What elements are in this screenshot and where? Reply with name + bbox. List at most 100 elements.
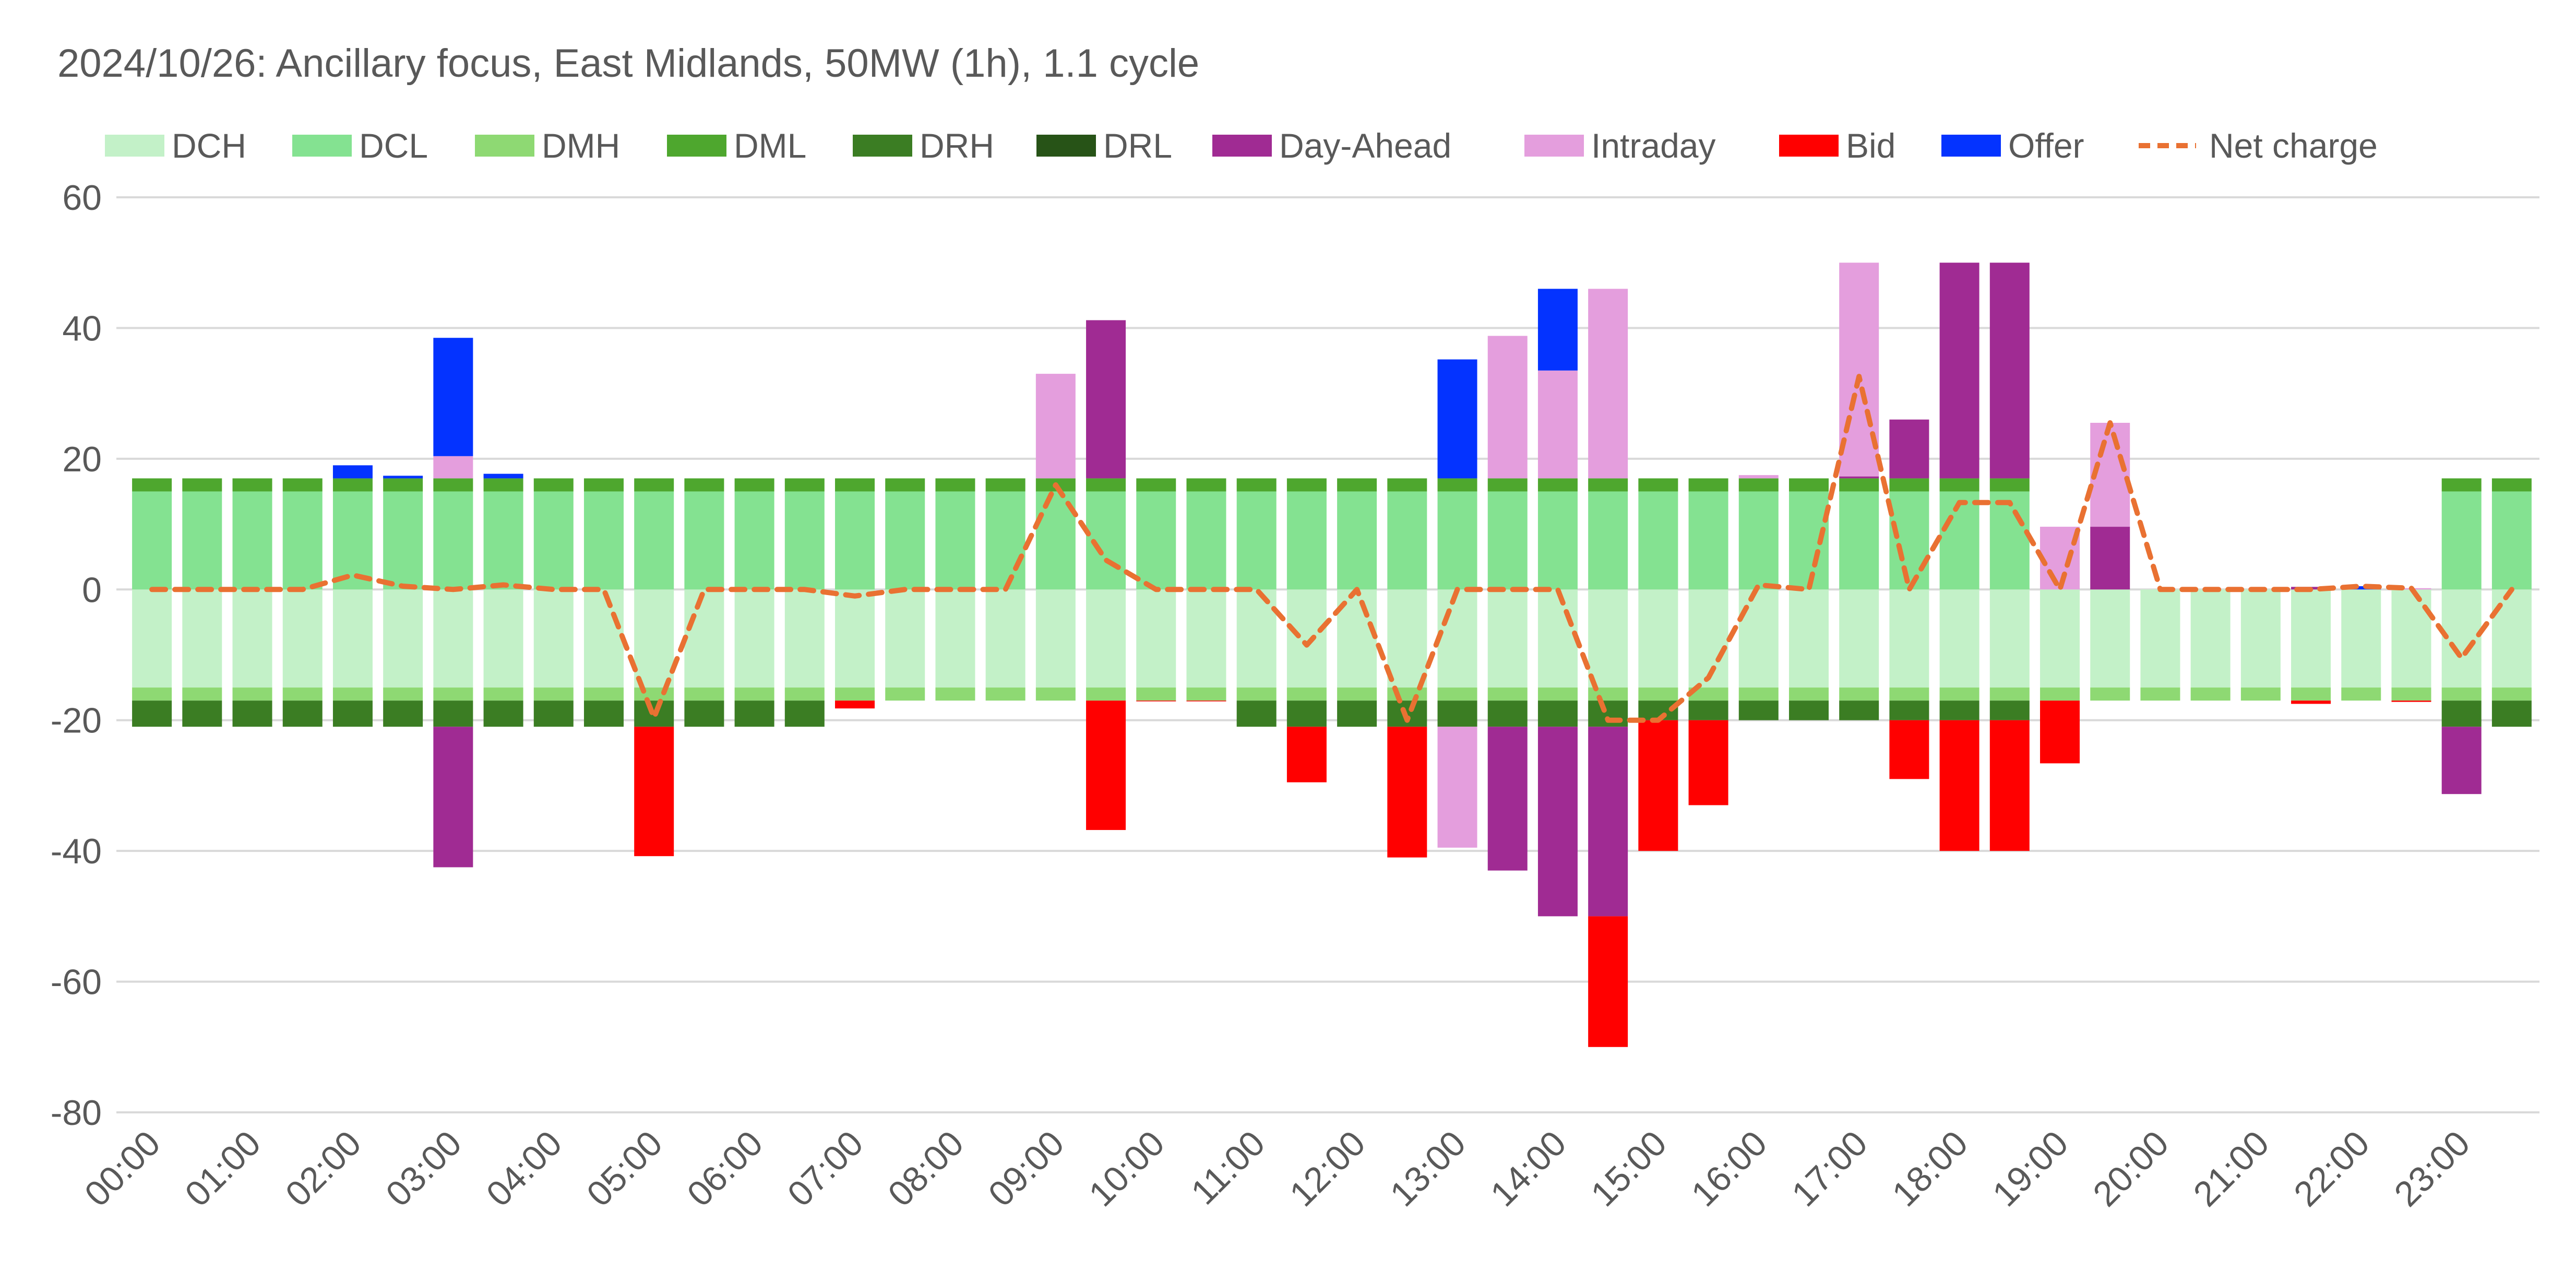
bar-drh xyxy=(583,701,624,727)
bar-dch xyxy=(282,589,323,688)
bar-bid xyxy=(835,701,875,709)
bar-dcl xyxy=(332,491,373,590)
bar-drh xyxy=(2441,701,2482,727)
bar-dcl xyxy=(1688,491,1728,590)
bar-day-ahead xyxy=(1889,419,1929,479)
bar-dch xyxy=(1387,589,1427,688)
bar-day-ahead xyxy=(1839,476,1879,479)
bar-dcl xyxy=(1989,491,2030,590)
y-tick-label: -60 xyxy=(51,963,102,1002)
bar-dch xyxy=(2240,589,2281,688)
bar-dch xyxy=(985,589,1025,688)
bar-bid xyxy=(2391,701,2431,702)
bar-drh xyxy=(433,701,473,727)
bar-dml xyxy=(2441,478,2482,492)
chart-title: 2024/10/26: Ancillary focus, East Midlan… xyxy=(57,41,1200,86)
bar-dcl xyxy=(2441,491,2482,590)
bar-dch xyxy=(1738,589,1779,688)
bar-dmh xyxy=(1437,687,1477,701)
bar-dmh xyxy=(985,687,1025,701)
bar-dml xyxy=(232,478,272,492)
bar-dmh xyxy=(1286,687,1327,701)
bar-dmh xyxy=(1136,687,1176,701)
bar-dch xyxy=(1638,589,1678,688)
bar-dch xyxy=(1839,589,1879,688)
bar-bid xyxy=(634,727,674,857)
bar-dmh xyxy=(2291,687,2331,701)
bar-day-ahead xyxy=(1086,320,1126,479)
bar-dml xyxy=(1086,478,1126,492)
bar-drh xyxy=(1839,701,1879,720)
bar-dcl xyxy=(2491,491,2532,590)
bar-dml xyxy=(182,478,222,492)
net-charge-line-path xyxy=(149,374,2514,723)
bar-dch xyxy=(1889,589,1929,688)
legend-label: Day-Ahead xyxy=(1279,126,1451,165)
x-tick-label: 01:00 xyxy=(177,1123,268,1214)
bar-dch xyxy=(1788,589,1829,688)
bar-day-ahead xyxy=(1989,263,2030,479)
x-tick-label: 19:00 xyxy=(1985,1123,2076,1214)
bar-dcl xyxy=(1487,491,1528,590)
bar-dch xyxy=(784,589,825,688)
x-tick-label: 05:00 xyxy=(579,1123,670,1214)
x-tick-label: 21:00 xyxy=(2186,1123,2276,1214)
bar-dcl xyxy=(1337,491,1377,590)
bar-dcl xyxy=(684,491,724,590)
legend-item-dch: DCH xyxy=(105,126,246,165)
bar-dch xyxy=(1086,589,1126,688)
bar-dml xyxy=(1487,478,1528,492)
bar-drh xyxy=(1738,701,1779,720)
bar-bid xyxy=(1889,720,1929,779)
legend-swatch xyxy=(1779,135,1839,157)
bar-dmh xyxy=(784,687,825,701)
bar-drh xyxy=(332,701,373,727)
legend-swatch xyxy=(1524,135,1584,157)
bar-dml xyxy=(1989,478,2030,492)
net-charge-line xyxy=(149,374,2514,723)
bar-dmh xyxy=(2341,687,2381,701)
bar-dml xyxy=(1236,478,1277,492)
bar-dmh xyxy=(734,687,774,701)
bar-dml xyxy=(1638,478,1678,492)
bar-intraday xyxy=(1437,727,1477,848)
bar-dch xyxy=(1286,589,1327,688)
x-tick-label: 17:00 xyxy=(1784,1123,1875,1214)
bar-dch xyxy=(935,589,975,688)
bar-dch xyxy=(132,589,172,688)
bar-drh xyxy=(784,701,825,727)
bar-day-ahead xyxy=(2441,727,2482,794)
bar-dmh xyxy=(2441,687,2482,701)
bar-dcl xyxy=(433,491,473,590)
bar-dmh xyxy=(282,687,323,701)
bar-intraday xyxy=(1738,475,1779,479)
bar-offer xyxy=(483,473,523,479)
bar-offer xyxy=(383,476,423,479)
legend-item-drl: DRL xyxy=(1036,126,1172,165)
bar-drh xyxy=(1487,701,1528,727)
x-tick-label: 18:00 xyxy=(1885,1123,1975,1214)
bar-dmh xyxy=(2140,687,2180,701)
bar-dml xyxy=(935,478,975,492)
bar-dmh xyxy=(1337,687,1377,701)
bar-dml xyxy=(332,478,373,492)
x-tick-label: 09:00 xyxy=(981,1123,1071,1214)
bar-dmh xyxy=(1839,687,1879,701)
bar-dch xyxy=(2291,589,2331,688)
bar-dch xyxy=(734,589,774,688)
bar-intraday xyxy=(1537,370,1578,479)
bar-dml xyxy=(784,478,825,492)
bar-dmh xyxy=(2090,687,2130,701)
bar-dch xyxy=(332,589,373,688)
legend-swatch xyxy=(1036,135,1096,157)
bar-drh xyxy=(1889,701,1929,720)
bar-dcl xyxy=(282,491,323,590)
bar-dcl xyxy=(1186,491,1226,590)
bar-dml xyxy=(1537,478,1578,492)
bar-dml xyxy=(282,478,323,492)
bar-dml xyxy=(1337,478,1377,492)
bar-intraday xyxy=(433,456,473,479)
legend-item-dml: DML xyxy=(667,126,806,165)
bar-drh xyxy=(1537,701,1578,727)
bar-dch xyxy=(1989,589,2030,688)
